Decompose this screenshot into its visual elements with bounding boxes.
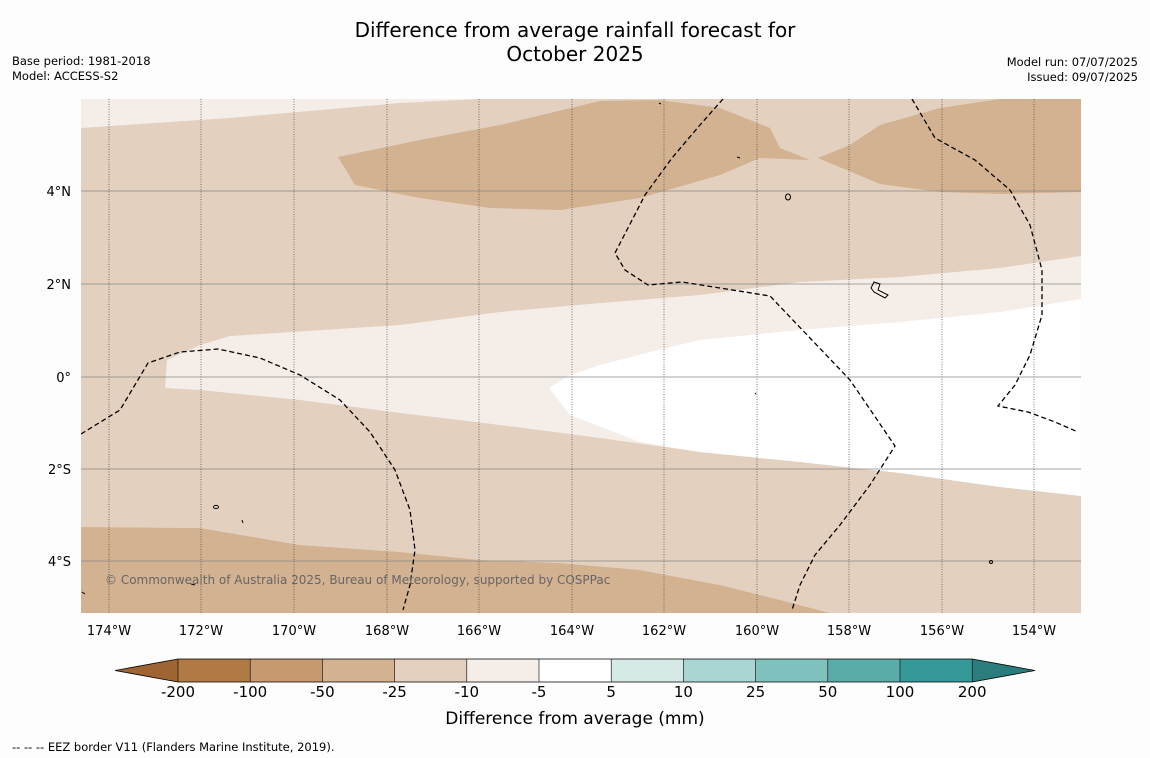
island-kiritimati: [870, 281, 889, 299]
anomaly-band-top-light: [81, 99, 480, 128]
lon-label-170w: 170°W: [272, 624, 316, 639]
colorbar-segment: [322, 659, 395, 682]
eez-border-east: [911, 99, 1079, 433]
anomaly-patch-east-dry: [818, 99, 1081, 194]
island-phoenix-3: [190, 583, 196, 586]
lat-label-2n: 2°N: [47, 278, 72, 293]
lat-label-4n: 4°N: [47, 185, 72, 200]
map-title-line-2: October 2025: [506, 42, 644, 66]
colorbar-segment: [900, 659, 973, 682]
lon-label-154w: 154°W: [1012, 624, 1056, 639]
map-copyright: © Commonwealth of Australia 2025, Bureau…: [105, 573, 610, 587]
model-label: Model: ACCESS-S2: [12, 69, 119, 83]
colorbar-segment: [827, 659, 900, 682]
anomaly-patch-central-dry: [338, 100, 810, 210]
colorbar-segment: [466, 659, 539, 682]
model-run-label: Model run: 07/07/2025: [1006, 55, 1138, 69]
island-north: [658, 102, 662, 105]
colorbar-segment: [250, 659, 323, 682]
colorbar-tick-label: 5: [606, 683, 616, 701]
lon-label-166w: 166°W: [457, 624, 501, 639]
colorbar-segment: [611, 659, 684, 682]
colorbar-tick-label: 25: [746, 683, 766, 701]
eez-border-west: [81, 348, 416, 611]
eez-legend-note: -- -- -- EEZ border V11 (Flanders Marine…: [12, 740, 335, 754]
lat-label-0: 0°: [56, 371, 71, 386]
colorbar: [114, 658, 1036, 683]
colorbar-segment: [178, 659, 251, 682]
colorbar-tick-label: -10: [454, 683, 480, 701]
lon-label-174w: 174°W: [87, 624, 131, 639]
island-southeast: [989, 560, 993, 564]
colorbar-tick-label: -50: [310, 683, 335, 701]
island-phoenix-4: [81, 591, 86, 595]
map-title: Difference from average rainfall forecas…: [0, 18, 1150, 66]
lon-label-160w: 160°W: [735, 624, 779, 639]
map-gridlines: [81, 99, 1081, 613]
colorbar-tick-label: 10: [673, 683, 693, 701]
colorbar-segment: [539, 659, 612, 682]
lat-label-2s: 2°S: [48, 463, 71, 478]
lon-label-164w: 164°W: [550, 624, 594, 639]
eez-border-central: [614, 99, 896, 611]
map-plot-area: [81, 99, 1081, 613]
colorbar-extend-low: [115, 659, 178, 682]
colorbar-title: Difference from average (mm): [445, 709, 705, 729]
colorbar-tick-label: -25: [382, 683, 407, 701]
anomaly-band-minus-5-to-5: [549, 299, 1081, 496]
issued-label: Issued: 09/07/2025: [1027, 70, 1138, 84]
lon-label-162w: 162°W: [642, 624, 686, 639]
colorbar-tick-label: -5: [531, 683, 547, 701]
island-teraina: [736, 156, 741, 159]
lat-label-4s: 4°S: [48, 555, 71, 570]
colorbar-tick-label: 100: [885, 683, 915, 701]
island-tabuaeran: [785, 193, 791, 201]
colorbar-tick-label: 50: [818, 683, 838, 701]
colorbar-segment: [394, 659, 467, 682]
colorbar-tick-label: -200: [160, 683, 196, 701]
lon-label-172w: 172°W: [179, 624, 223, 639]
island-jarvis: [754, 392, 757, 395]
colorbar-extend-high: [972, 659, 1035, 682]
lon-label-158w: 158°W: [827, 624, 871, 639]
lon-label-156w: 156°W: [920, 624, 964, 639]
islands: [81, 102, 993, 595]
eez-borders: [81, 99, 1079, 611]
latitude-labels: 4°N 2°N 0° 2°S 4°S: [47, 185, 72, 570]
island-phoenix-1: [213, 504, 219, 510]
colorbar-tick-label: -100: [233, 683, 268, 701]
meta-left: Base period: 1981-2018 Model: ACCESS-S2: [12, 54, 151, 84]
anomaly-patch-south-dry: [81, 527, 830, 613]
colorbar-tick-label: 200: [957, 683, 987, 701]
anomaly-band-south-minus-25: [81, 390, 1081, 613]
island-phoenix-2: [241, 519, 244, 524]
longitude-labels: 174°W 172°W 170°W 168°W 166°W 164°W 162°…: [87, 624, 1056, 639]
lon-label-168w: 168°W: [365, 624, 409, 639]
colorbar-segment: [755, 659, 828, 682]
map-title-line-1: Difference from average rainfall forecas…: [354, 18, 796, 42]
colorbar-segment: [683, 659, 756, 682]
base-period-label: Base period: 1981-2018: [12, 54, 151, 68]
meta-right: Model run: 07/07/2025 Issued: 09/07/2025: [1007, 55, 1138, 85]
